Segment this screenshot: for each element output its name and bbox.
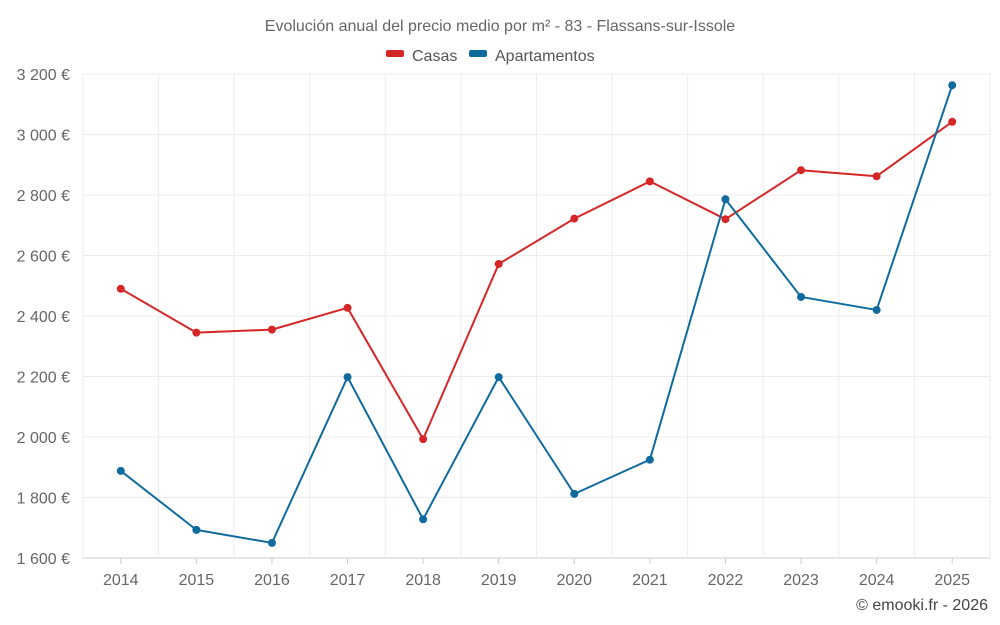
y-tick-label: 2 200 € <box>17 370 70 387</box>
x-tick-label: 2017 <box>330 572 366 589</box>
legend-item-apartamentos[interactable]: Apartamentos <box>469 48 595 65</box>
x-tick-label: 2022 <box>708 572 744 589</box>
legend[interactable]: Casas Apartamentos <box>386 48 595 65</box>
series-line <box>120 120 953 441</box>
data-point[interactable] <box>116 466 125 475</box>
y-tick-label: 1 800 € <box>17 491 70 508</box>
data-point[interactable] <box>645 177 654 186</box>
credit-text: © emooki.fr - 2026 <box>856 597 988 614</box>
x-tick-label: 2018 <box>405 572 441 589</box>
data-point[interactable] <box>419 515 428 524</box>
x-tick-label: 2023 <box>783 572 819 589</box>
x-tick-label: 2014 <box>103 572 139 589</box>
data-point[interactable] <box>645 455 654 464</box>
x-tick-label: 2024 <box>859 572 895 589</box>
data-point[interactable] <box>192 525 201 534</box>
legend-swatch <box>469 50 487 57</box>
y-tick-label: 1 600 € <box>17 551 70 568</box>
series-apartamentos <box>116 81 957 547</box>
series-line <box>120 84 954 544</box>
x-tick-label: 2016 <box>254 572 290 589</box>
data-point[interactable] <box>872 172 881 181</box>
data-point[interactable] <box>797 166 806 175</box>
data-point[interactable] <box>948 81 957 90</box>
data-point[interactable] <box>570 489 579 498</box>
data-point[interactable] <box>570 214 579 223</box>
y-axis-ticks: 1 600 € 1 800 € 2 000 € 2 200 € 2 400 € 2 600… <box>17 67 70 568</box>
x-tick-label: 2015 <box>179 572 215 589</box>
y-tick-label: 2 600 € <box>17 249 70 266</box>
y-tick-label: 3 000 € <box>17 128 70 145</box>
x-tick-label: 2025 <box>934 572 970 589</box>
data-point[interactable] <box>267 538 276 547</box>
data-point[interactable] <box>948 117 957 126</box>
data-point[interactable] <box>721 195 730 204</box>
x-tick-label: 2020 <box>556 572 592 589</box>
legend-swatch <box>386 50 404 57</box>
y-tick-label: 3 200 € <box>17 67 70 84</box>
y-tick-label: 2 800 € <box>17 188 70 205</box>
grid <box>82 73 991 559</box>
data-point[interactable] <box>343 373 352 382</box>
data-point[interactable] <box>192 328 201 337</box>
legend-item-casas[interactable]: Casas <box>386 48 457 65</box>
legend-label: Apartamentos <box>495 48 595 65</box>
data-point[interactable] <box>872 305 881 314</box>
chart-title: Evolución anual del precio medio por m² … <box>265 18 736 35</box>
series-group <box>116 81 957 547</box>
x-tick-label: 2019 <box>481 572 517 589</box>
data-point[interactable] <box>419 435 428 444</box>
data-point[interactable] <box>494 259 503 268</box>
y-tick-label: 2 400 € <box>17 309 70 326</box>
data-point[interactable] <box>721 215 730 224</box>
series-casas <box>116 117 957 444</box>
data-point[interactable] <box>494 373 503 382</box>
data-point[interactable] <box>267 325 276 334</box>
data-point[interactable] <box>116 284 125 293</box>
x-tick-label: 2021 <box>632 572 668 589</box>
y-tick-label: 2 000 € <box>17 430 70 447</box>
x-axis-ticks: 2014 2015 2016 2017 2018 2019 2020 2021 2022 2023… <box>103 558 970 589</box>
data-point[interactable] <box>343 303 352 312</box>
data-point[interactable] <box>797 292 806 301</box>
legend-label: Casas <box>412 48 457 65</box>
